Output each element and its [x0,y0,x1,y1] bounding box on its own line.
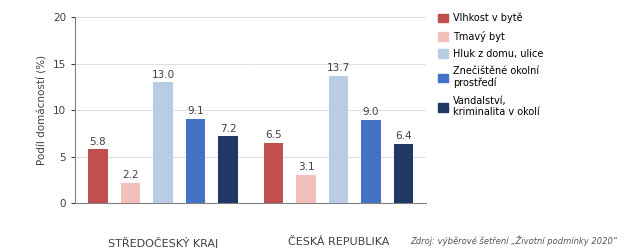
Bar [186,119,205,203]
Text: 5.8: 5.8 [90,137,107,147]
Bar [329,76,349,203]
Text: 13.7: 13.7 [327,63,350,73]
Text: 9.1: 9.1 [187,106,204,116]
Text: Zdroj: výběrové šetření „Životní podmínky 2020“: Zdroj: výběrové šetření „Životní podmínk… [410,235,618,246]
Bar [361,120,381,203]
Text: 3.1: 3.1 [298,162,314,172]
Text: 2.2: 2.2 [122,170,139,180]
Legend: Vlhkost v bytě, Tmavý byt, Hluk z domu, ulice, Znečištěné okolní
prostředí, Vand: Vlhkost v bytě, Tmavý byt, Hluk z domu, … [438,13,543,117]
Text: 6.4: 6.4 [395,131,412,141]
Bar [153,82,173,203]
Text: 9.0: 9.0 [363,107,379,117]
Text: 7.2: 7.2 [219,124,236,134]
Text: ČESKÁ REPUBLIKA: ČESKÁ REPUBLIKA [288,237,389,247]
Text: 6.5: 6.5 [265,130,282,140]
Bar [264,143,283,203]
Text: 13.0: 13.0 [152,70,174,80]
Bar [121,183,140,203]
Y-axis label: Podíl domácností (%): Podíl domácností (%) [38,55,48,165]
Bar [88,149,108,203]
Bar [297,175,316,203]
Bar [218,136,238,203]
Text: STŘEDOČESKÝ KRAJ: STŘEDOČESKÝ KRAJ [108,237,218,248]
Bar [394,144,413,203]
